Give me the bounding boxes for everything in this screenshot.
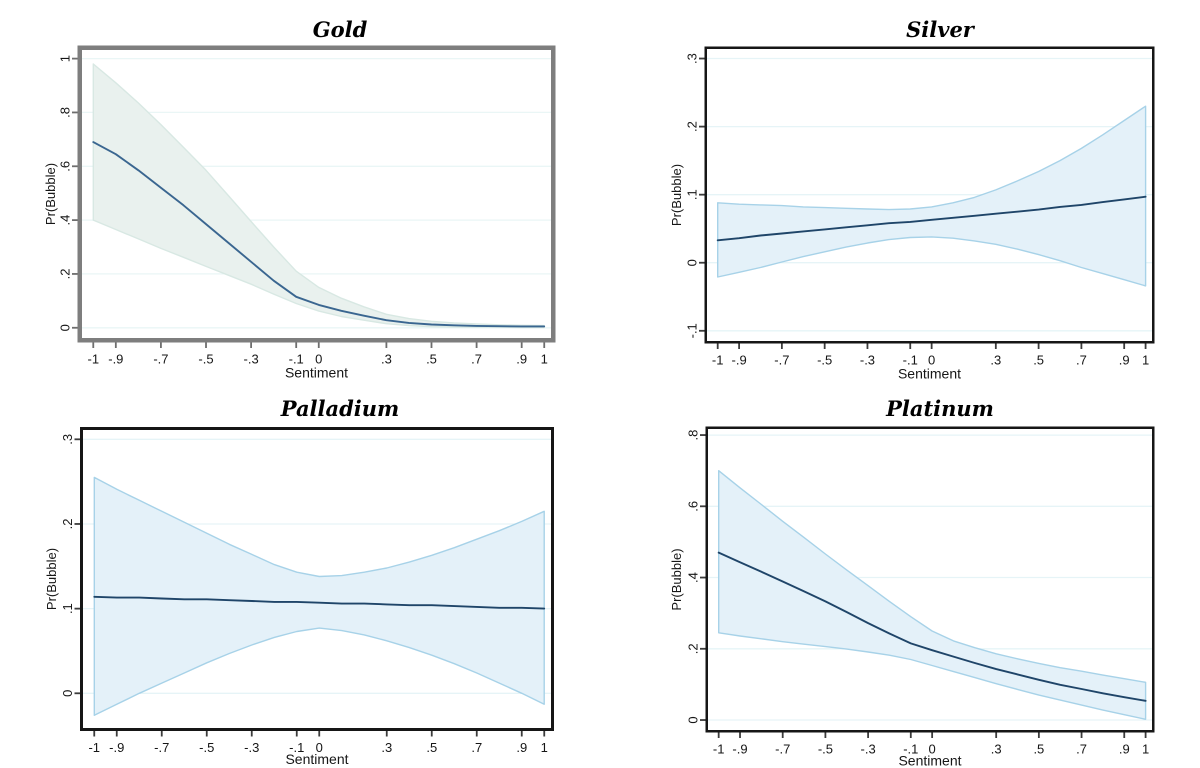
y-axis-label: Pr(Bubble) (669, 164, 684, 226)
x-tick-label: .5 (1033, 353, 1044, 368)
x-tick-label: -.9 (108, 352, 123, 367)
confidence-band (719, 471, 1146, 720)
x-tick-label: 1 (541, 352, 548, 367)
x-tick-label: -.7 (775, 742, 790, 757)
y-tick-label: .4 (686, 572, 701, 583)
y-tick-label: .1 (60, 603, 75, 614)
y-tick-label: .2 (686, 643, 701, 654)
x-tick-label: .5 (426, 352, 437, 367)
x-tick-label: 1 (541, 740, 548, 755)
x-tick-label: -.3 (244, 352, 259, 367)
x-tick-label: .3 (381, 740, 392, 755)
confidence-band (718, 106, 1146, 286)
x-tick-label: -1 (713, 742, 725, 757)
y-tick-label: 0 (58, 324, 73, 331)
x-tick-label: -.3 (861, 742, 876, 757)
x-axis-label: Sentiment (898, 366, 961, 382)
y-tick-label: .8 (686, 430, 701, 441)
x-tick-label: -.7 (774, 353, 789, 368)
y-tick-label: 0 (686, 716, 701, 723)
x-tick-label: .5 (426, 740, 437, 755)
x-tick-label: -.3 (244, 740, 259, 755)
x-tick-label: -.5 (198, 352, 213, 367)
y-tick-label: .3 (685, 53, 700, 64)
y-axis-label: Pr(Bubble) (44, 548, 59, 610)
y-tick-label: 0 (60, 690, 75, 697)
x-axis-label: Sentiment (285, 365, 348, 381)
y-tick-label: 1 (58, 55, 73, 62)
x-tick-label: -.5 (817, 353, 832, 368)
x-tick-label: .7 (471, 740, 482, 755)
x-tick-label: -.5 (818, 742, 833, 757)
x-tick-label: -.9 (732, 742, 747, 757)
x-tick-label: .3 (990, 353, 1001, 368)
x-tick-label: .9 (516, 352, 527, 367)
y-tick-label: -.1 (685, 323, 700, 338)
y-tick-label: .6 (686, 501, 701, 512)
x-tick-label: -1 (88, 740, 100, 755)
x-tick-label: .7 (1076, 353, 1087, 368)
x-tick-label: -1 (87, 352, 99, 367)
y-tick-label: .1 (685, 189, 700, 200)
y-tick-label: .2 (685, 121, 700, 132)
x-tick-label: .9 (1119, 742, 1130, 757)
y-tick-label: 0 (685, 259, 700, 266)
x-tick-label: .9 (1119, 353, 1130, 368)
x-tick-label: .3 (381, 352, 392, 367)
confidence-band (94, 477, 544, 715)
x-axis-label: Sentiment (285, 751, 348, 767)
x-tick-label: -1 (712, 353, 724, 368)
x-tick-label: -.7 (153, 352, 168, 367)
x-axis-label: Sentiment (898, 753, 961, 768)
x-tick-label: -.9 (732, 353, 747, 368)
y-tick-label: .6 (58, 161, 73, 172)
x-tick-label: .3 (991, 742, 1002, 757)
y-tick-label: .2 (58, 269, 73, 280)
y-tick-label: .4 (58, 215, 73, 226)
y-tick-label: .3 (60, 434, 75, 445)
x-tick-label: .7 (471, 352, 482, 367)
x-tick-label: .9 (516, 740, 527, 755)
x-tick-label: .7 (1076, 742, 1087, 757)
x-tick-label: -.7 (154, 740, 169, 755)
x-tick-label: -.3 (860, 353, 875, 368)
x-tick-label: -.9 (109, 740, 124, 755)
y-axis-label: Pr(Bubble) (669, 548, 684, 610)
y-axis-label: Pr(Bubble) (43, 163, 58, 225)
y-tick-label: .2 (60, 519, 75, 530)
x-tick-label: 1 (1142, 353, 1149, 368)
x-tick-label: -.5 (199, 740, 214, 755)
confidence-band (93, 64, 544, 328)
x-tick-label: .5 (1033, 742, 1044, 757)
x-tick-label: 1 (1142, 742, 1149, 757)
y-tick-label: .8 (58, 107, 73, 118)
